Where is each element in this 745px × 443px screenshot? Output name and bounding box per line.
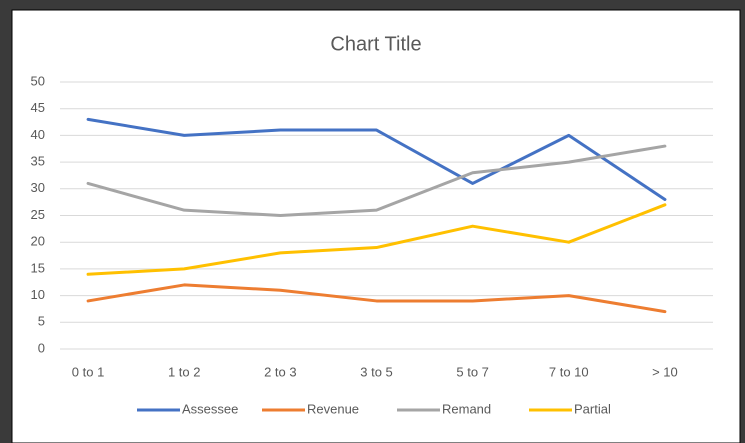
legend-label: Remand: [442, 401, 491, 416]
y-tick-label: 35: [31, 154, 45, 169]
y-tick-label: 30: [31, 180, 45, 195]
series-line: [86, 283, 667, 314]
legend-label: Partial: [574, 401, 611, 416]
series-line: [86, 203, 667, 276]
series-line: [86, 144, 667, 217]
y-tick-label: 50: [31, 73, 45, 88]
y-tick-label: 25: [31, 207, 45, 222]
x-tick-label: 7 to 10: [549, 364, 589, 379]
x-tick-label: > 10: [652, 364, 678, 379]
x-tick-label: 1 to 2: [168, 364, 201, 379]
y-tick-label: 15: [31, 260, 45, 275]
legend-label: Revenue: [307, 401, 359, 416]
y-tick-label: 40: [31, 127, 45, 142]
y-tick-label: 20: [31, 234, 45, 249]
x-tick-label: 5 to 7: [456, 364, 489, 379]
x-tick-label: 2 to 3: [264, 364, 297, 379]
x-tick-label: 0 to 1: [72, 364, 105, 379]
x-tick-label: 3 to 5: [360, 364, 393, 379]
y-tick-label: 10: [31, 287, 45, 302]
y-tick-label: 45: [31, 100, 45, 115]
legend-label: Assessee: [182, 401, 238, 416]
y-tick-label: 0: [38, 340, 45, 355]
series-line: [86, 117, 667, 201]
chart-title: Chart Title: [330, 33, 421, 55]
y-tick-label: 5: [38, 314, 45, 329]
